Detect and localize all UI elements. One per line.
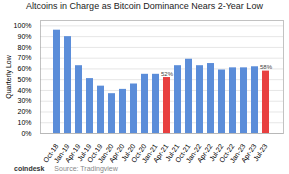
svg-text:10%: 10% xyxy=(17,119,31,126)
svg-text:Jul-21: Jul-21 xyxy=(164,142,181,163)
svg-text:Jul-20: Jul-20 xyxy=(120,142,137,163)
svg-text:80%: 80% xyxy=(17,44,31,51)
svg-text:Jul-19: Jul-19 xyxy=(76,142,93,163)
svg-text:52%: 52% xyxy=(161,71,174,77)
svg-text:Jul-22: Jul-22 xyxy=(208,142,225,163)
svg-text:50%: 50% xyxy=(17,76,31,83)
svg-text:Quarterly Low: Quarterly Low xyxy=(5,54,13,99)
svg-text:Jul-23: Jul-23 xyxy=(252,143,269,163)
svg-text:60%: 60% xyxy=(17,65,31,72)
svg-text:90%: 90% xyxy=(17,33,31,40)
svg-text:70%: 70% xyxy=(17,54,31,61)
html-text:Altcoins in Charge as Bitcoin: Altcoins in Charge as Bitcoin Dominance … xyxy=(26,1,263,11)
svg-text:0%: 0% xyxy=(21,130,31,137)
svg-text:100%: 100% xyxy=(14,22,32,29)
html-text:coindesk: coindesk xyxy=(14,165,45,172)
svg-text:58%: 58% xyxy=(260,64,273,70)
svg-text:30%: 30% xyxy=(17,97,31,104)
svg-text:20%: 20% xyxy=(17,108,31,115)
svg-text:40%: 40% xyxy=(17,87,31,94)
html-text:Source: Tradingview: Source: Tradingview xyxy=(54,165,118,172)
